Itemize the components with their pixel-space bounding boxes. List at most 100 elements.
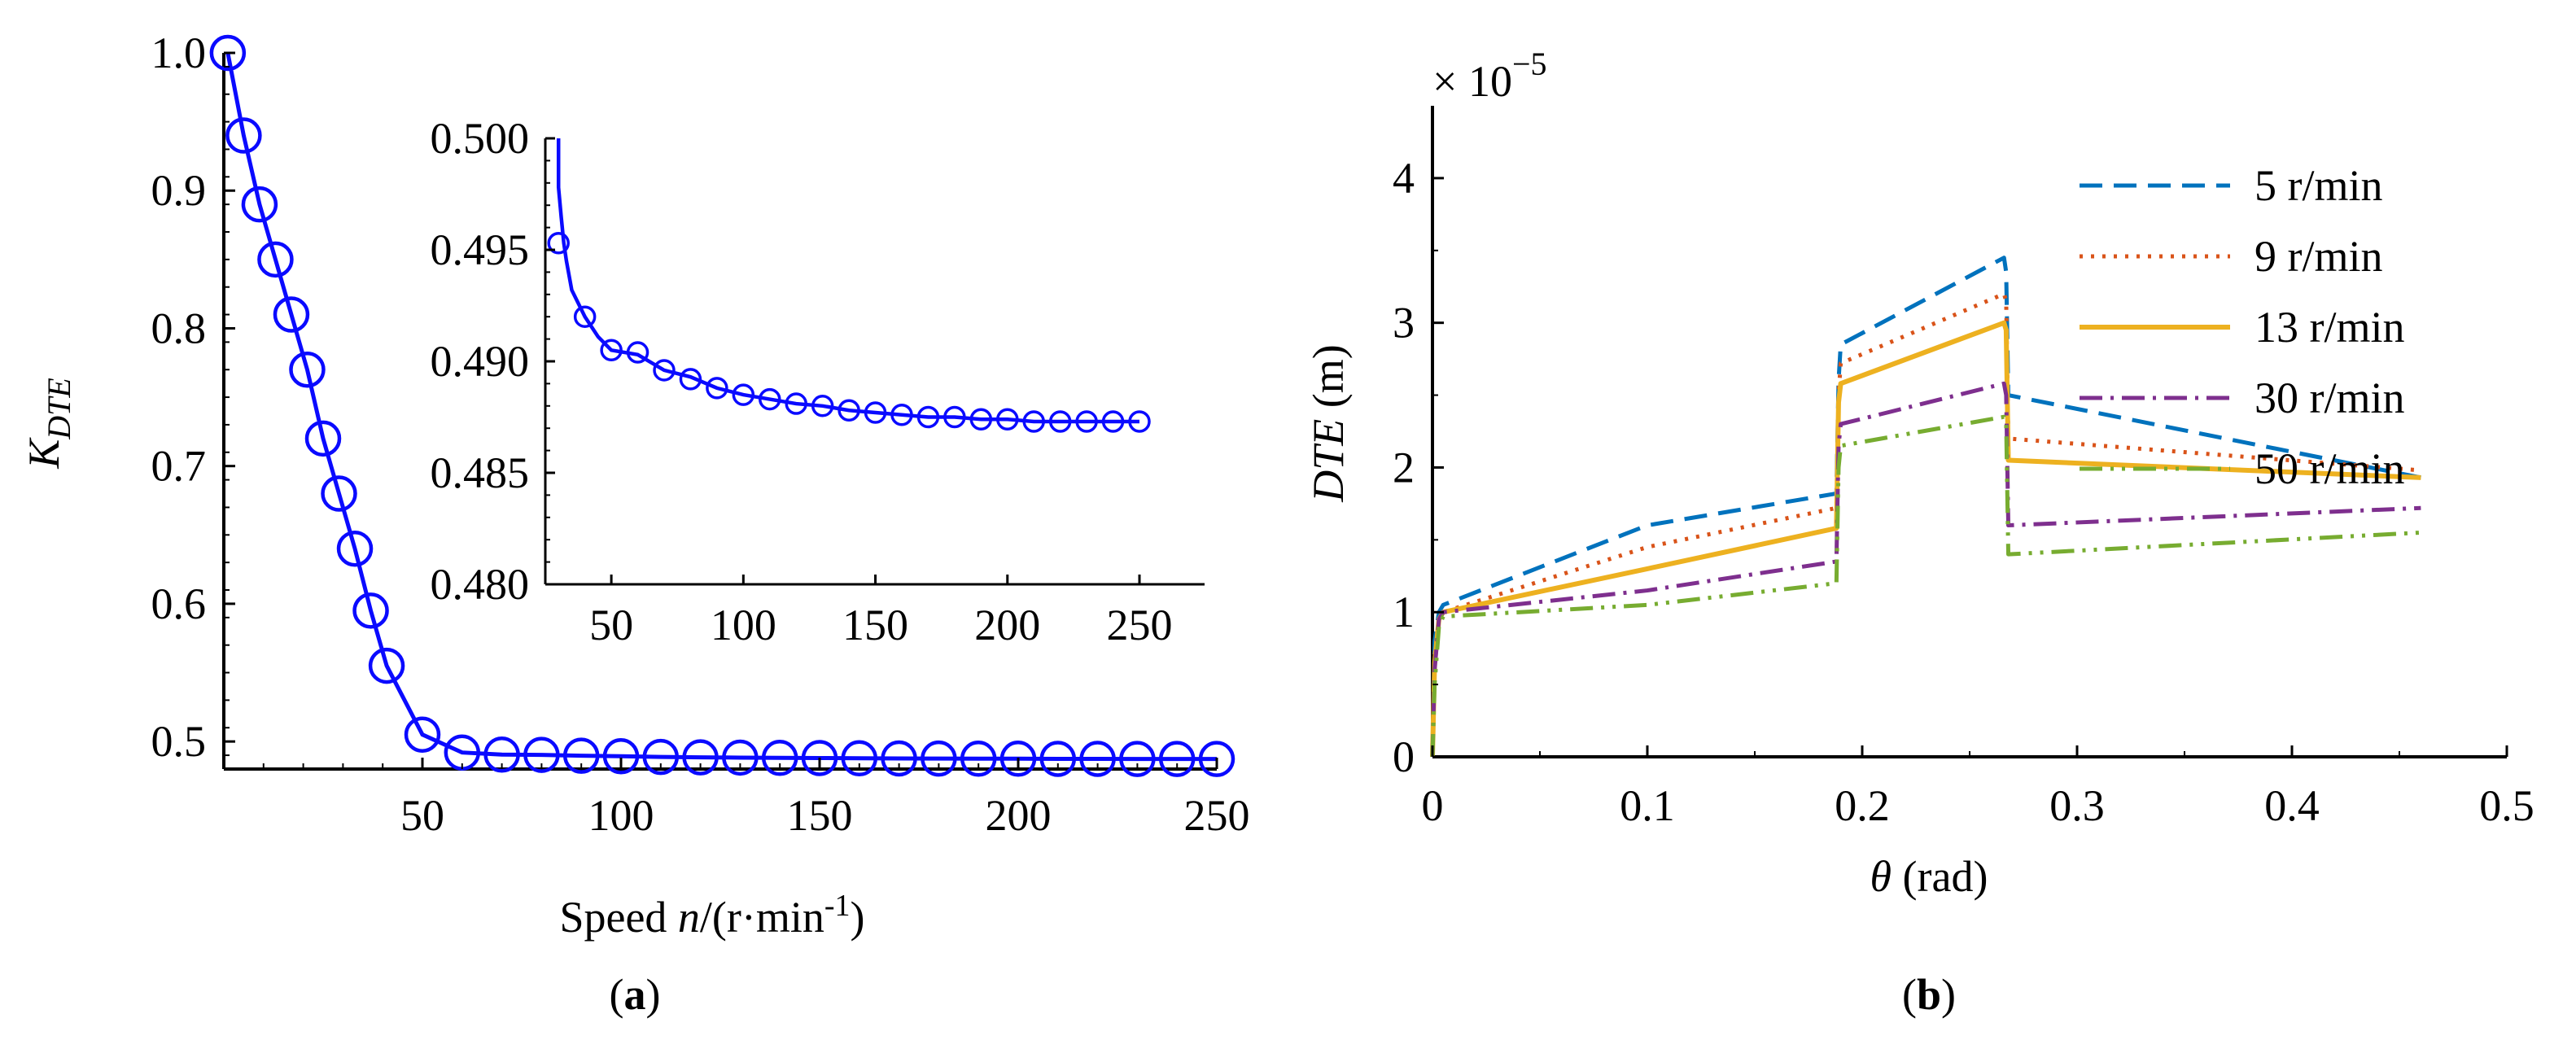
panel-a-inset-marker: [811, 395, 834, 417]
panel-a-kdte-marker: [225, 117, 262, 154]
panel-a-inset-x-tick-label: 150: [842, 601, 908, 649]
panel-b-x-tick-label: 0.2: [1835, 781, 1890, 830]
panel-a-kdte-marker: [289, 351, 326, 388]
panel-b-y-tick-label: 2: [1393, 443, 1415, 492]
panel-a-kdte-marker: [257, 241, 294, 278]
panel-a-inset-marker: [838, 399, 860, 422]
panel-a-inset-marker: [969, 408, 993, 430]
panel-a-kdte-marker: [1198, 741, 1236, 777]
panel-a-kdte-marker: [241, 186, 278, 223]
panel-b-label: (b): [1902, 970, 1956, 1019]
panel-a-kdte-marker: [1119, 741, 1156, 777]
panel-b-multiplier: × 10−5: [1432, 46, 1547, 106]
panel-a-inset-y-ticks: 0.480 0.485 0.490 0.495 0.500: [431, 114, 555, 609]
panel-a-inset-y-tick-label: 0.485: [431, 448, 530, 497]
panel-a-inset-line: [556, 138, 1139, 424]
panel-a-inset-y-tick-label: 0.490: [431, 337, 530, 386]
panel-a-inset-marker: [916, 405, 940, 429]
panel-a-inset-x-tick-label: 250: [1107, 601, 1173, 649]
panel-a-inset-marker: [1101, 410, 1125, 433]
panel-a-kdte-marker: [881, 740, 917, 777]
panel-a-kdte-marker: [960, 741, 997, 777]
panel-a-inset-marker: [547, 232, 570, 255]
panel-a-kdte-marker: [368, 647, 405, 684]
panel-b-x-tick-label: 0.1: [1620, 781, 1675, 830]
panel-a-inset-marker: [706, 377, 728, 400]
legend-label-13-rmin: 13 r/min: [2255, 303, 2405, 352]
panel-a-x-axis-label: Speed n/(r·min-1): [559, 889, 864, 942]
panel-a-y-tick-label: 0.6: [151, 579, 207, 628]
panel-a-kdte-marker: [273, 296, 310, 333]
panel-a-kdte-marker: [304, 420, 342, 457]
panel-a-kdte-marker: [642, 738, 680, 776]
panel-b-x-axis-label: θ (rad): [1870, 852, 1988, 901]
panel-a-inset-marker: [600, 339, 623, 362]
panel-a-y-tick-label: 1.0: [151, 28, 207, 77]
panel-a-kdte-marker: [352, 592, 389, 629]
panel-a-inset-y-tick-label: 0.500: [431, 114, 530, 163]
panel-a-inset-x-tick-label: 100: [711, 601, 776, 649]
legend-label-5-rmin: 5 r/min: [2255, 161, 2383, 210]
panel-b-series-50-rmin-line: [1430, 414, 2421, 758]
panel-a-inset-marker: [1022, 410, 1045, 433]
panel-a-kdte-marker: [209, 34, 247, 72]
panel-b-x-ticks: 0 0.1 0.2 0.3 0.4 0.5: [1422, 745, 2534, 830]
panel-b-x-tick-label: 0.3: [2049, 781, 2105, 830]
panel-b-x-tick-label: 0.5: [2479, 781, 2534, 830]
panel-a-inset-marker: [573, 305, 597, 328]
panel-a-inset-x-tick-label: 200: [974, 601, 1040, 649]
panel-a-y-tick-label: 0.7: [151, 442, 207, 491]
panel-b-series-9-rmin-line: [1430, 291, 2421, 758]
panel-a-inset-marker: [864, 401, 887, 424]
panel-a-kdte-marker: [483, 736, 520, 773]
panel-a-inset-marker: [732, 383, 755, 406]
panel-a-kdte-marker: [921, 740, 957, 777]
panel-a-kdte-marker: [1158, 741, 1196, 777]
panel-a-y-tick-label: 0.5: [151, 717, 207, 766]
panel-a-kdte-marker: [841, 740, 878, 777]
panel-a-inset-marker: [653, 359, 676, 382]
panel-a-kdte-marker: [999, 741, 1037, 777]
panel-a-kdte-marker: [404, 716, 441, 753]
panel-b-x-tick-label: 0.4: [2264, 781, 2320, 830]
panel-a-kdte-marker: [682, 739, 719, 776]
panel-a-kdte-marker: [336, 530, 374, 567]
panel-b-series-30-rmin-line: [1430, 381, 2421, 758]
panel-a-kdte-marker: [321, 475, 357, 512]
panel-a-plot-area: [209, 34, 1236, 777]
panel-b-y-tick-label: 1: [1393, 588, 1415, 636]
panel-a-inset-marker: [943, 405, 966, 429]
panel-a-kdte-marker: [1039, 741, 1077, 777]
panel-a-inset: 0.480 0.485 0.490 0.495 0.500 50 100 150 200 250: [431, 114, 1205, 649]
panel-a-kdte-marker: [722, 739, 759, 776]
panel-a-y-axis-label: KDTE: [20, 378, 77, 470]
panel-a-inset-marker: [1075, 410, 1098, 433]
panel-a-x-tick-label: 100: [588, 791, 654, 840]
panel-a-kdte-marker: [562, 737, 600, 774]
panel-a-kdte-marker: [523, 736, 560, 773]
panel-a-kdte-marker: [1079, 741, 1116, 777]
panel-a-inset-marker: [1128, 410, 1151, 433]
panel-b-y-tick-label: 3: [1393, 299, 1415, 347]
legend-label-50-rmin: 50 r/min: [2255, 444, 2405, 493]
panel-a-inset-marker: [759, 387, 781, 411]
panel-a-inset-marker: [890, 404, 913, 426]
panel-b-legend: 5 r/min 9 r/min 13 r/min 30 r/min 50 r/min: [2080, 161, 2405, 493]
panel-b-y-tick-label: 0: [1393, 732, 1415, 781]
panel-a-inset-plot-area: [544, 138, 1205, 586]
panel-a-inset-x-ticks: 50 100 150 200 250: [589, 575, 1173, 649]
panel-a-inset-marker: [626, 341, 649, 364]
panel-a-x-tick-label: 250: [1184, 791, 1250, 840]
panel-a-x-tick-label: 150: [787, 791, 853, 840]
legend-label-9-rmin: 9 r/min: [2255, 232, 2383, 281]
legend-label-30-rmin: 30 r/min: [2255, 374, 2405, 422]
panel-b-x-tick-label: 0: [1422, 781, 1444, 830]
panel-a-inset-marker: [679, 368, 702, 391]
panel-a-label: (a): [610, 970, 661, 1019]
panel-a-inset-marker: [996, 408, 1019, 430]
panel-a-inset-x-tick-label: 50: [589, 601, 633, 649]
panel-a-inset-y-tick-label: 0.480: [431, 560, 530, 609]
panel-a-kdte-marker: [761, 740, 798, 776]
panel-a-y-tick-label: 0.8: [151, 304, 207, 352]
